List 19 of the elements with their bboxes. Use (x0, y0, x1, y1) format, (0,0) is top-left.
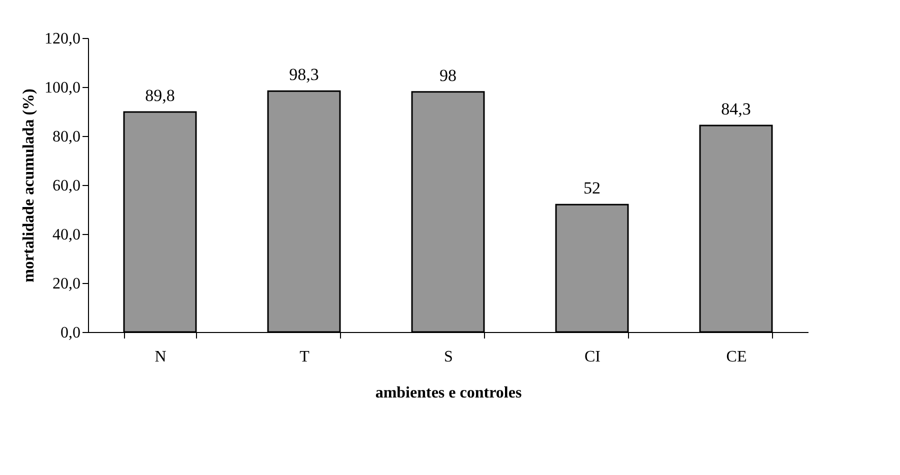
data-label: 98,3 (289, 65, 319, 84)
data-label: 98 (440, 66, 456, 85)
y-tick-label: 40,0 (52, 226, 80, 244)
y-tick-label: 120,0 (44, 30, 80, 48)
x-tick-label: T (300, 348, 310, 366)
data-label: 52 (584, 178, 600, 198)
y-tick-label: 60,0 (52, 178, 80, 194)
y-tick-label: 80,0 (52, 128, 80, 146)
data-label: 89,8 (145, 86, 175, 105)
data-label: 84,3 (721, 99, 751, 118)
y-tick-label: 0,0 (60, 324, 80, 342)
x-tick-label: S (444, 348, 453, 366)
y-tick-label: 20,0 (52, 276, 80, 292)
y-axis-title: mortalidade acumulada (%) (20, 88, 38, 282)
y-tick-label: 100,0 (44, 80, 80, 96)
x-axis-title: ambientes e controles (375, 384, 522, 402)
x-tick-label: CE (726, 348, 747, 366)
x-tick-label: N (154, 348, 167, 366)
x-tick-label: CI (584, 348, 600, 366)
